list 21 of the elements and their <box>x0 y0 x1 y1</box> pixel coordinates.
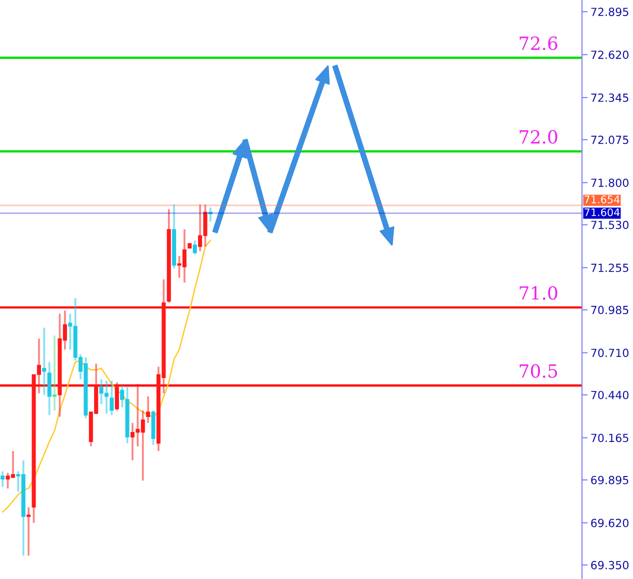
y-tick-label: 69.895 <box>591 476 628 484</box>
y-tick-label: 71.800 <box>591 178 628 187</box>
line-series <box>2 240 212 513</box>
ref-line-label: 71.0 <box>520 286 558 300</box>
ref-line-label: 70.5 <box>520 364 558 378</box>
y-tick-label: 70.710 <box>591 348 628 358</box>
y-tick-label: 72.895 <box>591 8 628 16</box>
y-tick-label: 72.620 <box>591 50 628 59</box>
y-tick-label: 70.165 <box>591 434 628 442</box>
ref-line-label: 72.0 <box>520 130 558 144</box>
y-tick-label: 70.440 <box>591 390 628 400</box>
ref-line-label: 72.6 <box>520 36 558 50</box>
ref-line-label: 71.654 <box>584 195 620 204</box>
y-tick-label: 72.075 <box>591 136 628 144</box>
y-tick-label: 71.530 <box>591 220 628 230</box>
ref-line-label: 71.604 <box>584 208 620 216</box>
y-tick-label: 69.620 <box>591 518 628 528</box>
y-tick-label: 70.985 <box>591 306 628 314</box>
y-tick-label: 72.345 <box>591 94 628 102</box>
y-tick-label: 69.350 <box>591 560 628 570</box>
y-tick-label: 71.255 <box>591 264 628 272</box>
